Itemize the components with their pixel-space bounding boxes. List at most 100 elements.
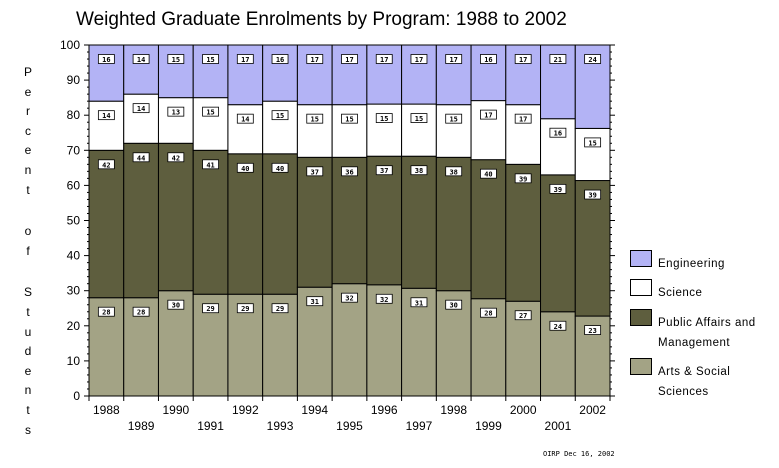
y-axis-label-letter: e — [24, 143, 32, 158]
bar-segment-1990-s3 — [157, 44, 194, 99]
data-label: 24 — [554, 323, 562, 331]
data-label-box — [445, 299, 463, 310]
data-label: 14 — [241, 116, 249, 124]
data-label-box — [236, 162, 254, 173]
bar-segment-1997-s1 — [401, 155, 437, 289]
data-label-box — [202, 54, 219, 64]
data-label: 15 — [449, 116, 457, 124]
bar-segment-1999-s1 — [470, 159, 507, 300]
data-label-box — [375, 165, 393, 176]
data-label-box — [341, 54, 358, 64]
y-tick-label: 10 — [67, 354, 81, 368]
bar-segment-1988-s2 — [88, 100, 125, 151]
data-label-box — [167, 152, 185, 163]
data-label: 17 — [484, 112, 492, 120]
data-label-box — [410, 113, 428, 123]
y-tick-label: 100 — [60, 38, 80, 52]
chart-title: Weighted Graduate Enrolments by Program:… — [76, 9, 567, 30]
x-tick-label-2001: 2001 — [545, 419, 572, 433]
x-tick-label-1989: 1989 — [128, 419, 155, 433]
data-label-box — [132, 54, 150, 64]
legend-label-science: Science — [658, 287, 703, 299]
data-label: 17 — [311, 56, 319, 64]
data-label: 28 — [484, 310, 492, 318]
legend-label-arts: Arts & Social Sciences — [658, 362, 779, 402]
data-label-box — [236, 54, 254, 64]
data-label: 24 — [588, 56, 596, 64]
bar-segment-1999-s3 — [470, 44, 507, 102]
bar-segment-1998-s2 — [435, 104, 472, 158]
y-axis-label-letter: c — [25, 123, 31, 138]
data-label: 15 — [206, 109, 214, 117]
data-label-box — [584, 189, 602, 200]
y-tick-label: 20 — [67, 319, 81, 333]
x-tick-label-2000: 2000 — [510, 403, 537, 417]
bar-segment-2000-s3 — [505, 44, 542, 106]
data-label: 28 — [137, 309, 145, 317]
y-axis-label-letter: P — [23, 65, 32, 79]
data-label: 38 — [415, 167, 423, 175]
bar-segment-2001-s1 — [540, 174, 576, 313]
y-tick-label: 70 — [67, 143, 81, 157]
y-axis-label-letter: n — [24, 383, 32, 398]
bar-segment-1990-s1 — [157, 142, 194, 292]
data-label-box — [202, 159, 219, 170]
y-axis-label-letter: r — [26, 104, 30, 119]
data-label-box — [584, 54, 602, 64]
bar-segment-1993-s1 — [262, 153, 298, 295]
bar-segment-1988-s3 — [88, 44, 125, 102]
y-axis-label-letter: t — [26, 182, 30, 197]
data-label-box — [271, 303, 289, 314]
data-label: 40 — [241, 165, 249, 173]
data-label-box — [549, 54, 567, 64]
data-label-box — [480, 54, 497, 64]
x-tick-label-1996: 1996 — [371, 403, 398, 417]
bar-segment-1988-s1 — [88, 149, 125, 299]
data-label-box — [202, 303, 219, 314]
data-label: 29 — [206, 305, 214, 313]
x-tick-label-1994: 1994 — [301, 403, 328, 417]
data-label: 36 — [345, 168, 353, 176]
y-axis-label-letter: s — [25, 422, 31, 437]
y-tick-label: 0 — [73, 389, 80, 403]
data-label: 14 — [137, 105, 145, 113]
data-label: 14 — [137, 56, 145, 64]
data-label-box — [167, 106, 185, 117]
bar-segment-1998-s1 — [435, 156, 472, 292]
data-label: 17 — [380, 56, 388, 64]
data-label-box — [132, 306, 150, 317]
data-label: 15 — [380, 115, 388, 123]
data-label-box — [97, 54, 115, 64]
data-label: 16 — [102, 56, 110, 64]
data-label: 40 — [276, 165, 284, 173]
legend-label-public-affairs-line1: Public Affairs and — [658, 317, 756, 329]
data-label: 17 — [519, 116, 527, 124]
bar-segment-1996-s2 — [366, 103, 403, 157]
data-label: 15 — [415, 115, 423, 123]
data-label: 39 — [519, 175, 527, 183]
y-axis-label-letter: u — [24, 324, 32, 339]
legend-label-arts-line1: Arts & Social — [658, 366, 731, 378]
x-tick-label-1992: 1992 — [232, 403, 259, 417]
bar-segment-1993-s3 — [262, 44, 298, 102]
y-tick-label: 30 — [67, 284, 81, 298]
data-label-box — [97, 159, 115, 170]
data-label-box — [236, 303, 254, 314]
data-label: 14 — [102, 112, 110, 120]
data-label: 27 — [519, 312, 527, 320]
data-label-box — [410, 54, 428, 64]
data-label-box — [549, 183, 567, 194]
bar-segment-1996-s1 — [366, 155, 403, 286]
data-label: 17 — [519, 56, 527, 64]
bar-segment-1991-s1 — [192, 149, 229, 295]
x-tick-label-1997: 1997 — [406, 419, 433, 433]
data-label-box — [236, 113, 254, 124]
data-label-box — [514, 113, 532, 124]
bar-segment-1990-s2 — [157, 97, 194, 144]
data-label-box — [306, 113, 324, 124]
legend-label-arts-line2: Sciences — [658, 386, 709, 398]
data-label-box — [410, 165, 428, 176]
legend-swatch-engineering — [630, 250, 652, 267]
data-label: 28 — [102, 309, 110, 317]
bar-segment-2001-s2 — [540, 118, 576, 176]
